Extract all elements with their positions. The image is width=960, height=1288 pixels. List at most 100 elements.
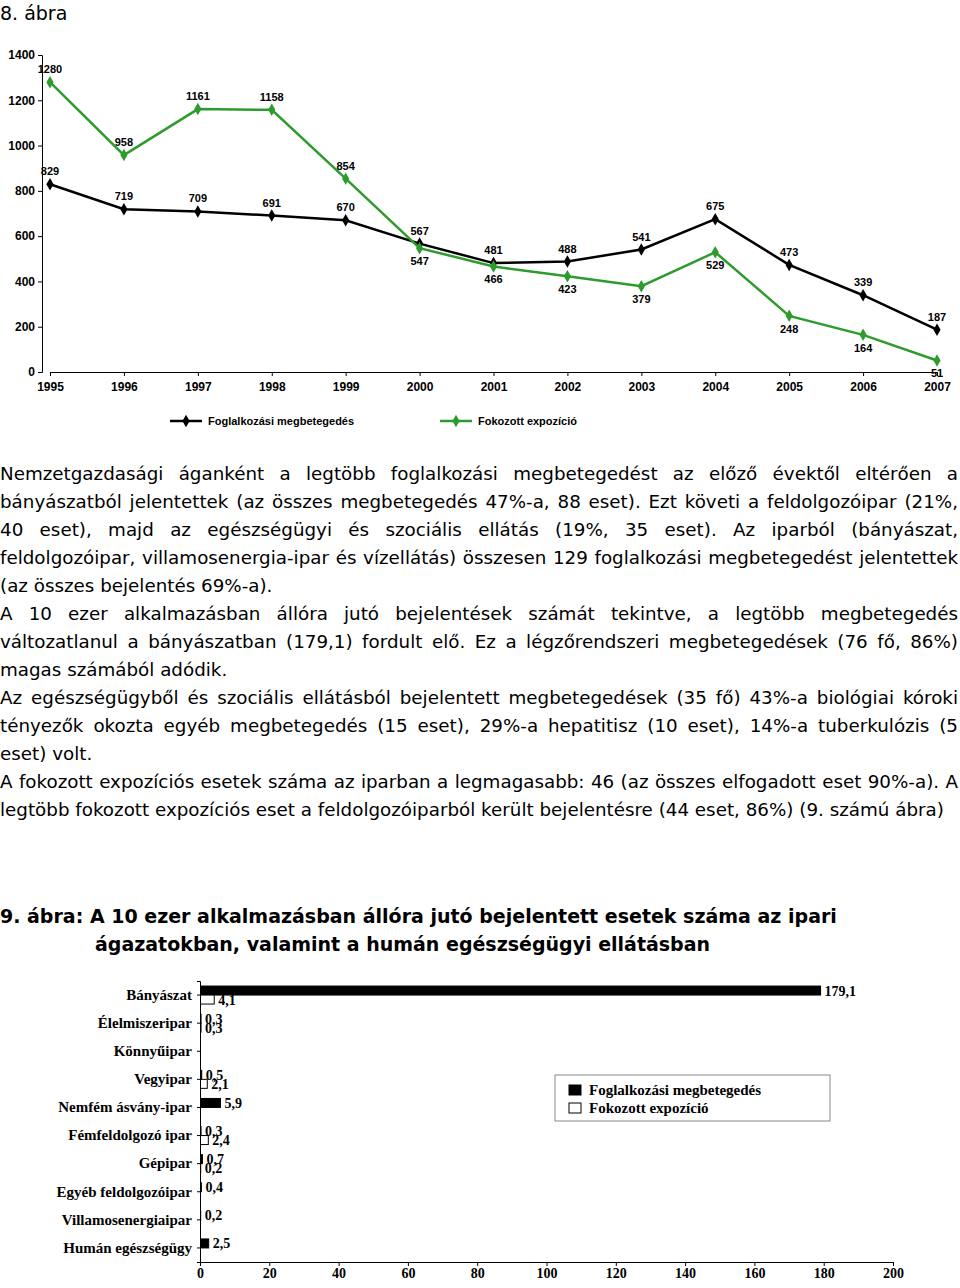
y-axis-tick-mark	[197, 1135, 200, 1136]
marker	[564, 255, 571, 267]
data-label: 187	[928, 311, 946, 323]
bar	[200, 1098, 220, 1107]
marker	[712, 213, 719, 225]
x-axis: 020406080100120140160180200	[197, 1262, 904, 1281]
data-label: 1158	[260, 91, 284, 103]
x-axis-tick: 20	[263, 1262, 277, 1281]
paragraph: A fokozott expozíciós esetek száma az ip…	[0, 768, 958, 824]
x-axis-line	[51, 373, 938, 377]
legend-swatch	[569, 1085, 581, 1095]
x-axis-tick-mark	[272, 372, 273, 376]
x-axis-tick: 2006	[850, 372, 877, 394]
marker	[638, 243, 645, 255]
data-label: 164	[854, 342, 873, 354]
y-axis-tick: 1200	[8, 94, 42, 108]
data-label: 670	[336, 201, 354, 213]
x-axis-tick: 1995	[37, 372, 64, 394]
x-axis-tick-label: 1998	[259, 380, 286, 394]
series-line	[50, 184, 937, 329]
x-axis-tick-mark	[863, 372, 864, 376]
marker	[120, 203, 127, 215]
data-label: 719	[115, 190, 133, 202]
x-axis-tick-label: 20	[263, 1266, 277, 1281]
data-label: 4,1	[218, 993, 236, 1008]
marker	[859, 289, 866, 301]
y-axis-tick: 400	[15, 275, 42, 289]
x-axis-tick-label: 2005	[776, 380, 803, 394]
x-axis-tick-label: 120	[606, 1266, 627, 1281]
x-axis-tick-mark	[789, 372, 790, 376]
y-axis-tick-label: 600	[15, 229, 35, 243]
data-label: 481	[484, 244, 502, 256]
data-label: 691	[263, 197, 281, 209]
x-axis-tick: 2001	[481, 372, 508, 394]
legend-swatch	[452, 415, 459, 427]
data-label: 2,5	[213, 1236, 231, 1251]
data-label: 0,4	[205, 1180, 223, 1195]
data-label: 829	[41, 165, 59, 177]
legend-swatch	[182, 415, 189, 427]
legend-box	[555, 1075, 830, 1121]
x-axis-tick-label: 100	[537, 1266, 558, 1281]
y-axis-tick-mark	[197, 1163, 200, 1164]
x-axis-tick: 1996	[111, 372, 138, 394]
y-axis-tick-mark	[38, 236, 42, 237]
legend-swatch	[569, 1103, 581, 1113]
data-label: 567	[410, 225, 428, 237]
x-axis-tick-label: 2006	[850, 380, 877, 394]
y-axis-tick-label: 0	[28, 365, 35, 379]
marker	[638, 280, 645, 292]
y-axis-tick-mark	[38, 55, 42, 56]
legend-label: Foglalkozási megbetegedés	[208, 415, 354, 427]
x-axis-tick: 2000	[407, 372, 434, 394]
y-axis-tick-label: 200	[15, 320, 35, 334]
y-axis: 0200400600800100012001400	[8, 48, 42, 379]
x-axis-tick-label: 0	[197, 1266, 204, 1281]
y-axis-line	[197, 982, 201, 1263]
x-axis-tick: 40	[332, 1262, 346, 1281]
x-axis-tick-mark	[715, 372, 716, 376]
y-axis-tick-label: 1200	[8, 94, 35, 108]
data-label: 179,1	[825, 984, 857, 999]
data-label: 466	[484, 273, 502, 285]
x-axis-tick-mark	[50, 372, 51, 376]
bar	[200, 986, 821, 995]
line-chart: 0200400600800100012001400199519961997199…	[0, 0, 960, 445]
x-axis-tick: 120	[606, 1262, 627, 1281]
marker	[46, 178, 53, 190]
data-labels: 8297197096916705674814885416754733391871…	[38, 63, 946, 379]
data-label: 423	[558, 283, 576, 295]
x-axis-tick: 200	[883, 1262, 904, 1281]
legend-label: Fokozott expozíció	[478, 415, 577, 427]
marker	[194, 103, 201, 115]
marker	[342, 214, 349, 226]
x-axis-tick-label: 1995	[37, 380, 64, 394]
bar	[200, 1239, 209, 1248]
x-axis-tick-label: 1999	[333, 380, 360, 394]
y-axis-tick-label: Könnyűipar	[114, 1043, 193, 1059]
data-label: 379	[632, 293, 650, 305]
x-axis-tick-label: 2003	[628, 380, 655, 394]
data-label: 0,2	[205, 1208, 223, 1223]
legend: Foglalkozási megbetegedésFokozott expozí…	[555, 1075, 830, 1121]
y-axis-tick-mark	[197, 1219, 200, 1220]
x-axis-tick-label: 40	[332, 1266, 346, 1281]
y-axis-tick-mark	[197, 1023, 200, 1024]
y-axis-tick-mark	[197, 995, 200, 996]
y-axis-tick: Fémfeldolgozó ipar	[68, 1127, 200, 1143]
y-axis-tick-mark	[197, 1051, 200, 1052]
y-axis-tick: 0	[28, 365, 42, 379]
y-axis-tick: 1400	[8, 48, 42, 62]
marker	[268, 209, 275, 221]
marker	[120, 149, 127, 161]
y-axis-tick: 1000	[8, 139, 42, 153]
data-label: 488	[558, 243, 576, 255]
y-axis-tick-label: Gépipar	[139, 1155, 193, 1171]
x-axis-tick-mark	[420, 372, 421, 376]
data-label: 2,4	[212, 1133, 230, 1148]
y-axis-tick-label: Vegyipar	[134, 1071, 192, 1087]
data-label: 675	[706, 200, 724, 212]
data-label: 1280	[38, 63, 62, 75]
data-labels: 179,10,30,55,90,30,70,40,22,54,10,32,12,…	[205, 984, 856, 1252]
paragraph: Nemzetgazdasági áganként a legtöbb fogla…	[0, 460, 958, 600]
